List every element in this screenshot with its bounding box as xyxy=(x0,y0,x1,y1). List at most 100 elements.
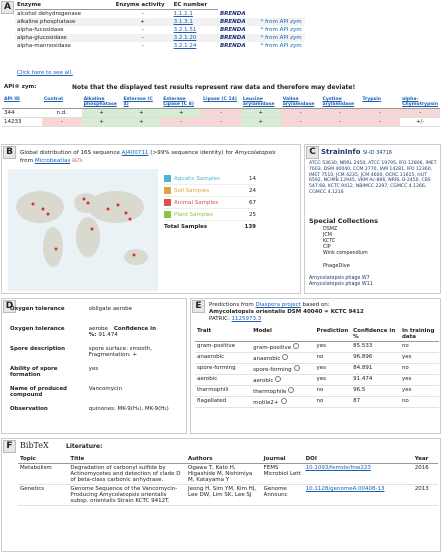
info-icon xyxy=(288,387,295,393)
project-link[interactable]: Diaspora project xyxy=(255,302,301,308)
bibtex-button[interactable]: BibTeX xyxy=(20,441,49,450)
column-header: Trait xyxy=(195,327,252,342)
row: Name of produced compound Vancomycin xyxy=(8,385,186,405)
phage[interactable]: Amycolatopsis phage W11 xyxy=(309,282,373,287)
row: alpha-mannosidase - 3.2.1.24 BRENDA * from A… xyxy=(15,42,305,50)
api-zym-link[interactable]: * from API zym xyxy=(258,34,305,42)
intro: Predictions from xyxy=(209,302,254,308)
activity: - xyxy=(113,34,172,42)
column-header: Authors xyxy=(185,455,262,464)
legend-item: Animal Samples 67 xyxy=(164,197,256,209)
ec-link[interactable]: 1.1.1.1 xyxy=(173,11,193,17)
prediction-table: Trait Model Prediction Confidence in % In tr… xyxy=(195,327,439,408)
brenda-link[interactable]: BRENDA xyxy=(219,10,246,17)
api-result: + xyxy=(240,117,281,127)
prediction: yes xyxy=(314,374,352,386)
table: Topic Title Authors Journal DOI Year Metabolis… xyxy=(18,455,438,506)
phagedive: PhageDive xyxy=(323,263,350,269)
row: spore-forming spore-forming yes 84.891 no xyxy=(195,363,439,375)
row: gram-positive gram-positive yes 85.533 no xyxy=(195,341,439,353)
trait: thermophili xyxy=(195,385,252,397)
source-link[interactable]: Microbeatlas xyxy=(34,158,71,164)
prediction: no xyxy=(314,352,352,364)
literature-table: Topic Title Authors Journal DOI Year Metabolis… xyxy=(18,455,438,506)
ec-link[interactable]: 3.2.1.20 xyxy=(173,35,197,41)
morphology-table: Oxygen tolerance obligate aerobe Oxygen to… xyxy=(8,305,186,425)
section-c: C StrainInfo SI-ID 34716 ATCC 53630, NRR… xyxy=(304,144,441,294)
topic: Genetics xyxy=(18,484,69,506)
year: 2013 xyxy=(412,484,438,506)
model-name: spore-forming xyxy=(253,367,292,373)
doi-link[interactable]: 10.1128/genomeA.00408-13 xyxy=(305,486,385,492)
continents xyxy=(16,191,148,267)
doi-link[interactable]: 10.1093/femsle/fnw223 xyxy=(305,465,371,471)
legend-total: Total Samples 139 xyxy=(164,221,256,232)
see-all-link[interactable]: Click here to see all. xyxy=(17,70,73,76)
api-result: n.d. xyxy=(41,108,82,118)
brenda-link[interactable]: BRENDA xyxy=(217,18,259,26)
api-note: Note that the displayed test results rep… xyxy=(72,84,356,91)
collections: DSMZ JCM KCTC CIP Wink compendium xyxy=(323,227,368,257)
legend-swatch xyxy=(164,187,171,194)
property: Name of produced compound xyxy=(10,386,67,398)
row: alpha-glucosidase -3.2.1.20 BRENDA * from A… xyxy=(15,34,305,42)
caption-text: Global distribution of 16S sequence xyxy=(20,150,120,156)
api-result: +/- xyxy=(400,117,440,127)
enzyme-name: alkaline phosphatase xyxy=(15,18,114,26)
legend-item: Plant Samples 25 xyxy=(164,209,256,221)
row: alkaline phosphatase +3.1.3.1 BRENDA * from… xyxy=(15,18,305,26)
row: flagellated motile2+ no 87 no xyxy=(195,396,439,408)
model-name: gram-positive xyxy=(253,345,292,351)
ec-link[interactable]: 3.2.1.24 xyxy=(173,43,197,49)
panel-letter: E xyxy=(192,300,205,313)
api-zym-link[interactable]: * from API zym xyxy=(260,27,302,33)
accession-link[interactable]: AJ400711 xyxy=(121,150,149,156)
value: Vancomycin xyxy=(88,386,122,392)
api-result: - xyxy=(400,108,440,118)
confidence: 91.474 xyxy=(98,332,118,338)
collection: CIP xyxy=(323,245,331,250)
table: Trait Model Prediction Confidence in % In tr… xyxy=(195,327,439,408)
phage[interactable]: Amycolatopsis phage W7 xyxy=(309,276,370,281)
model: spore-forming xyxy=(251,363,315,375)
legend-count: 24 xyxy=(249,187,256,194)
brenda-link[interactable]: BRENDA xyxy=(217,34,259,42)
strain-ids: ATCC 53630, NRRL 2450, ATCC 19795, IFO 1… xyxy=(309,161,437,195)
api-result: - xyxy=(320,108,361,118)
api-result: - xyxy=(280,117,321,127)
map-caption: Global distribution of 16S sequence AJ40… xyxy=(20,149,300,165)
table: Enzyme Enzyme activity EC number alcohol de… xyxy=(15,1,305,50)
ec-link[interactable]: 3.2.1.51 xyxy=(173,27,197,33)
column-header: Confidence in % xyxy=(351,327,400,342)
intro: based on: xyxy=(302,302,330,308)
confidence-label: Confidence in %: xyxy=(88,326,156,338)
api-id: 14233 xyxy=(2,117,42,127)
confidence: 96.5 xyxy=(351,385,400,397)
api-result: - xyxy=(320,117,361,127)
training: no xyxy=(399,363,439,375)
column-header: DOI xyxy=(303,455,413,464)
api-zym-link[interactable]: * from API zym xyxy=(258,18,305,26)
brenda-link[interactable]: BRENDA xyxy=(219,43,246,49)
column-header: Valine arylamidase xyxy=(280,96,321,109)
legend-count: 14 xyxy=(249,175,256,182)
trait: spore-forming xyxy=(195,363,252,375)
training: no xyxy=(399,396,439,408)
year: 2016 xyxy=(412,463,438,485)
api-zym-link[interactable]: * from API zym xyxy=(260,43,302,49)
patric-link[interactable]: 1125973.3 xyxy=(231,316,262,322)
legend-count: 67 xyxy=(249,199,256,206)
info-icon xyxy=(293,365,300,371)
brenda-link[interactable]: BRENDA xyxy=(219,27,246,33)
ec-cell: 1.1.1.1 xyxy=(172,10,218,19)
column-header: API ID xyxy=(2,96,42,109)
ec-cell: 3.2.1.24 xyxy=(172,42,218,50)
legend-label: Animal Samples xyxy=(174,199,219,206)
patric-label: PATRIC: xyxy=(209,316,230,322)
section-e: E Predictions from Diaspora project base… xyxy=(190,298,441,434)
ec-link[interactable]: 3.1.3.1 xyxy=(173,19,193,25)
value: obligate aerobe xyxy=(88,306,132,312)
legend-item: Aquatic Samples 14 xyxy=(164,173,256,185)
collection: Wink compendium xyxy=(323,251,368,256)
panel-letter: B xyxy=(3,146,16,159)
